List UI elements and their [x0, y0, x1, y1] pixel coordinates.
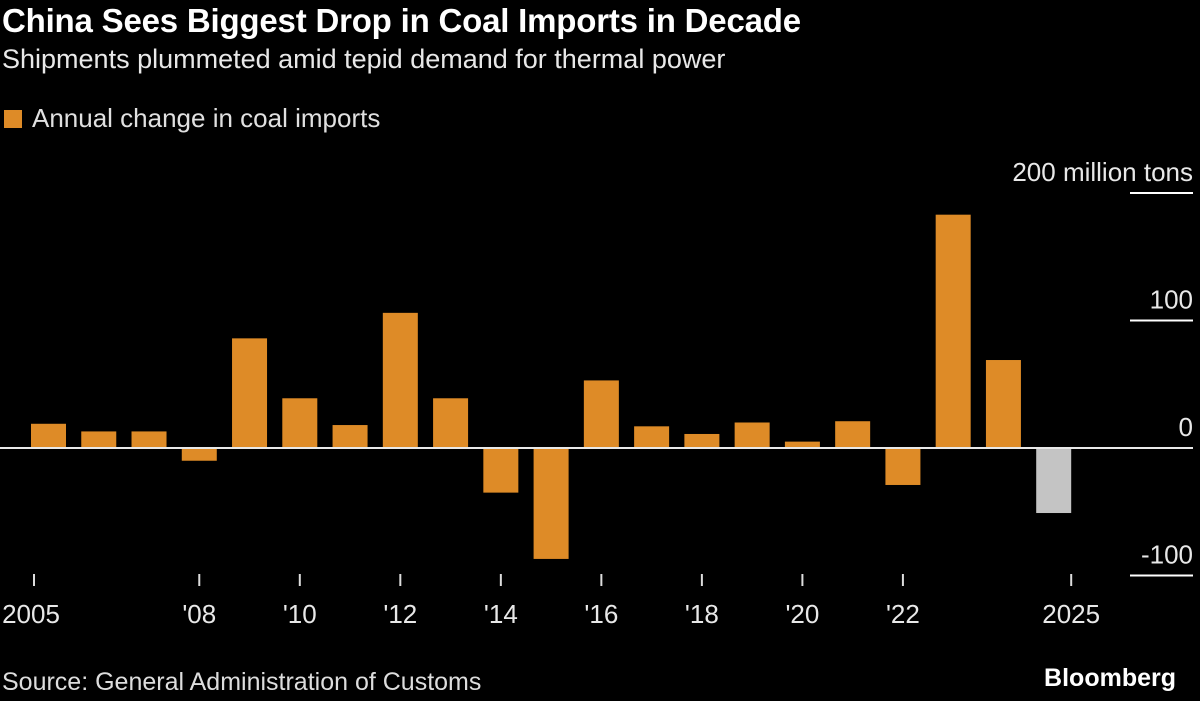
- bar-2008: [181, 448, 217, 461]
- bar-2018: [684, 433, 720, 448]
- y-tick-label: 0: [1179, 412, 1193, 442]
- x-tick-label: '10: [283, 599, 317, 629]
- legend: Annual change in coal imports: [4, 103, 380, 134]
- legend-swatch: [4, 109, 22, 128]
- x-tick-label: '22: [886, 599, 920, 629]
- legend-label: Annual change in coal imports: [32, 103, 381, 133]
- bar-2006: [81, 431, 117, 448]
- x-tick-label: 2005: [2, 599, 60, 629]
- x-tick-label: '14: [484, 599, 518, 629]
- bar-2024: [985, 360, 1021, 448]
- x-tick-label: 2025: [1042, 599, 1100, 629]
- x-tick-label: '20: [785, 599, 819, 629]
- y-tick-label: 200 million tons: [1012, 157, 1193, 187]
- y-tick-label: 100: [1150, 285, 1193, 315]
- bar-2020: [784, 441, 820, 448]
- bar-2015: [533, 448, 569, 559]
- bar-2016: [583, 380, 619, 448]
- bloomberg-logo: Bloomberg: [1044, 664, 1176, 692]
- bar-2007: [131, 431, 167, 448]
- chart-title: China Sees Biggest Drop in Coal Imports …: [2, 2, 801, 39]
- bar-2011: [332, 425, 368, 448]
- bar-2009: [232, 338, 268, 448]
- bar-2005: [31, 423, 66, 448]
- x-tick-label: '12: [383, 599, 417, 629]
- bar-2010: [282, 398, 318, 448]
- bar-2021: [835, 421, 871, 448]
- x-tick-label: '18: [685, 599, 719, 629]
- bar-2013: [433, 398, 469, 448]
- bar-2017: [634, 426, 670, 448]
- bar-2025: [1036, 448, 1072, 514]
- y-tick-label: -100: [1141, 540, 1193, 570]
- bar-2012: [382, 312, 418, 448]
- bar-2022: [885, 448, 921, 485]
- source-note: Source: General Administration of Custom…: [2, 668, 482, 696]
- bar-2014: [483, 448, 519, 493]
- x-tick-label: '08: [182, 599, 216, 629]
- bar-2023: [935, 214, 971, 448]
- chart-subtitle: Shipments plummeted amid tepid demand fo…: [2, 44, 726, 74]
- x-tick-label: '16: [584, 599, 618, 629]
- bar-2019: [734, 422, 770, 448]
